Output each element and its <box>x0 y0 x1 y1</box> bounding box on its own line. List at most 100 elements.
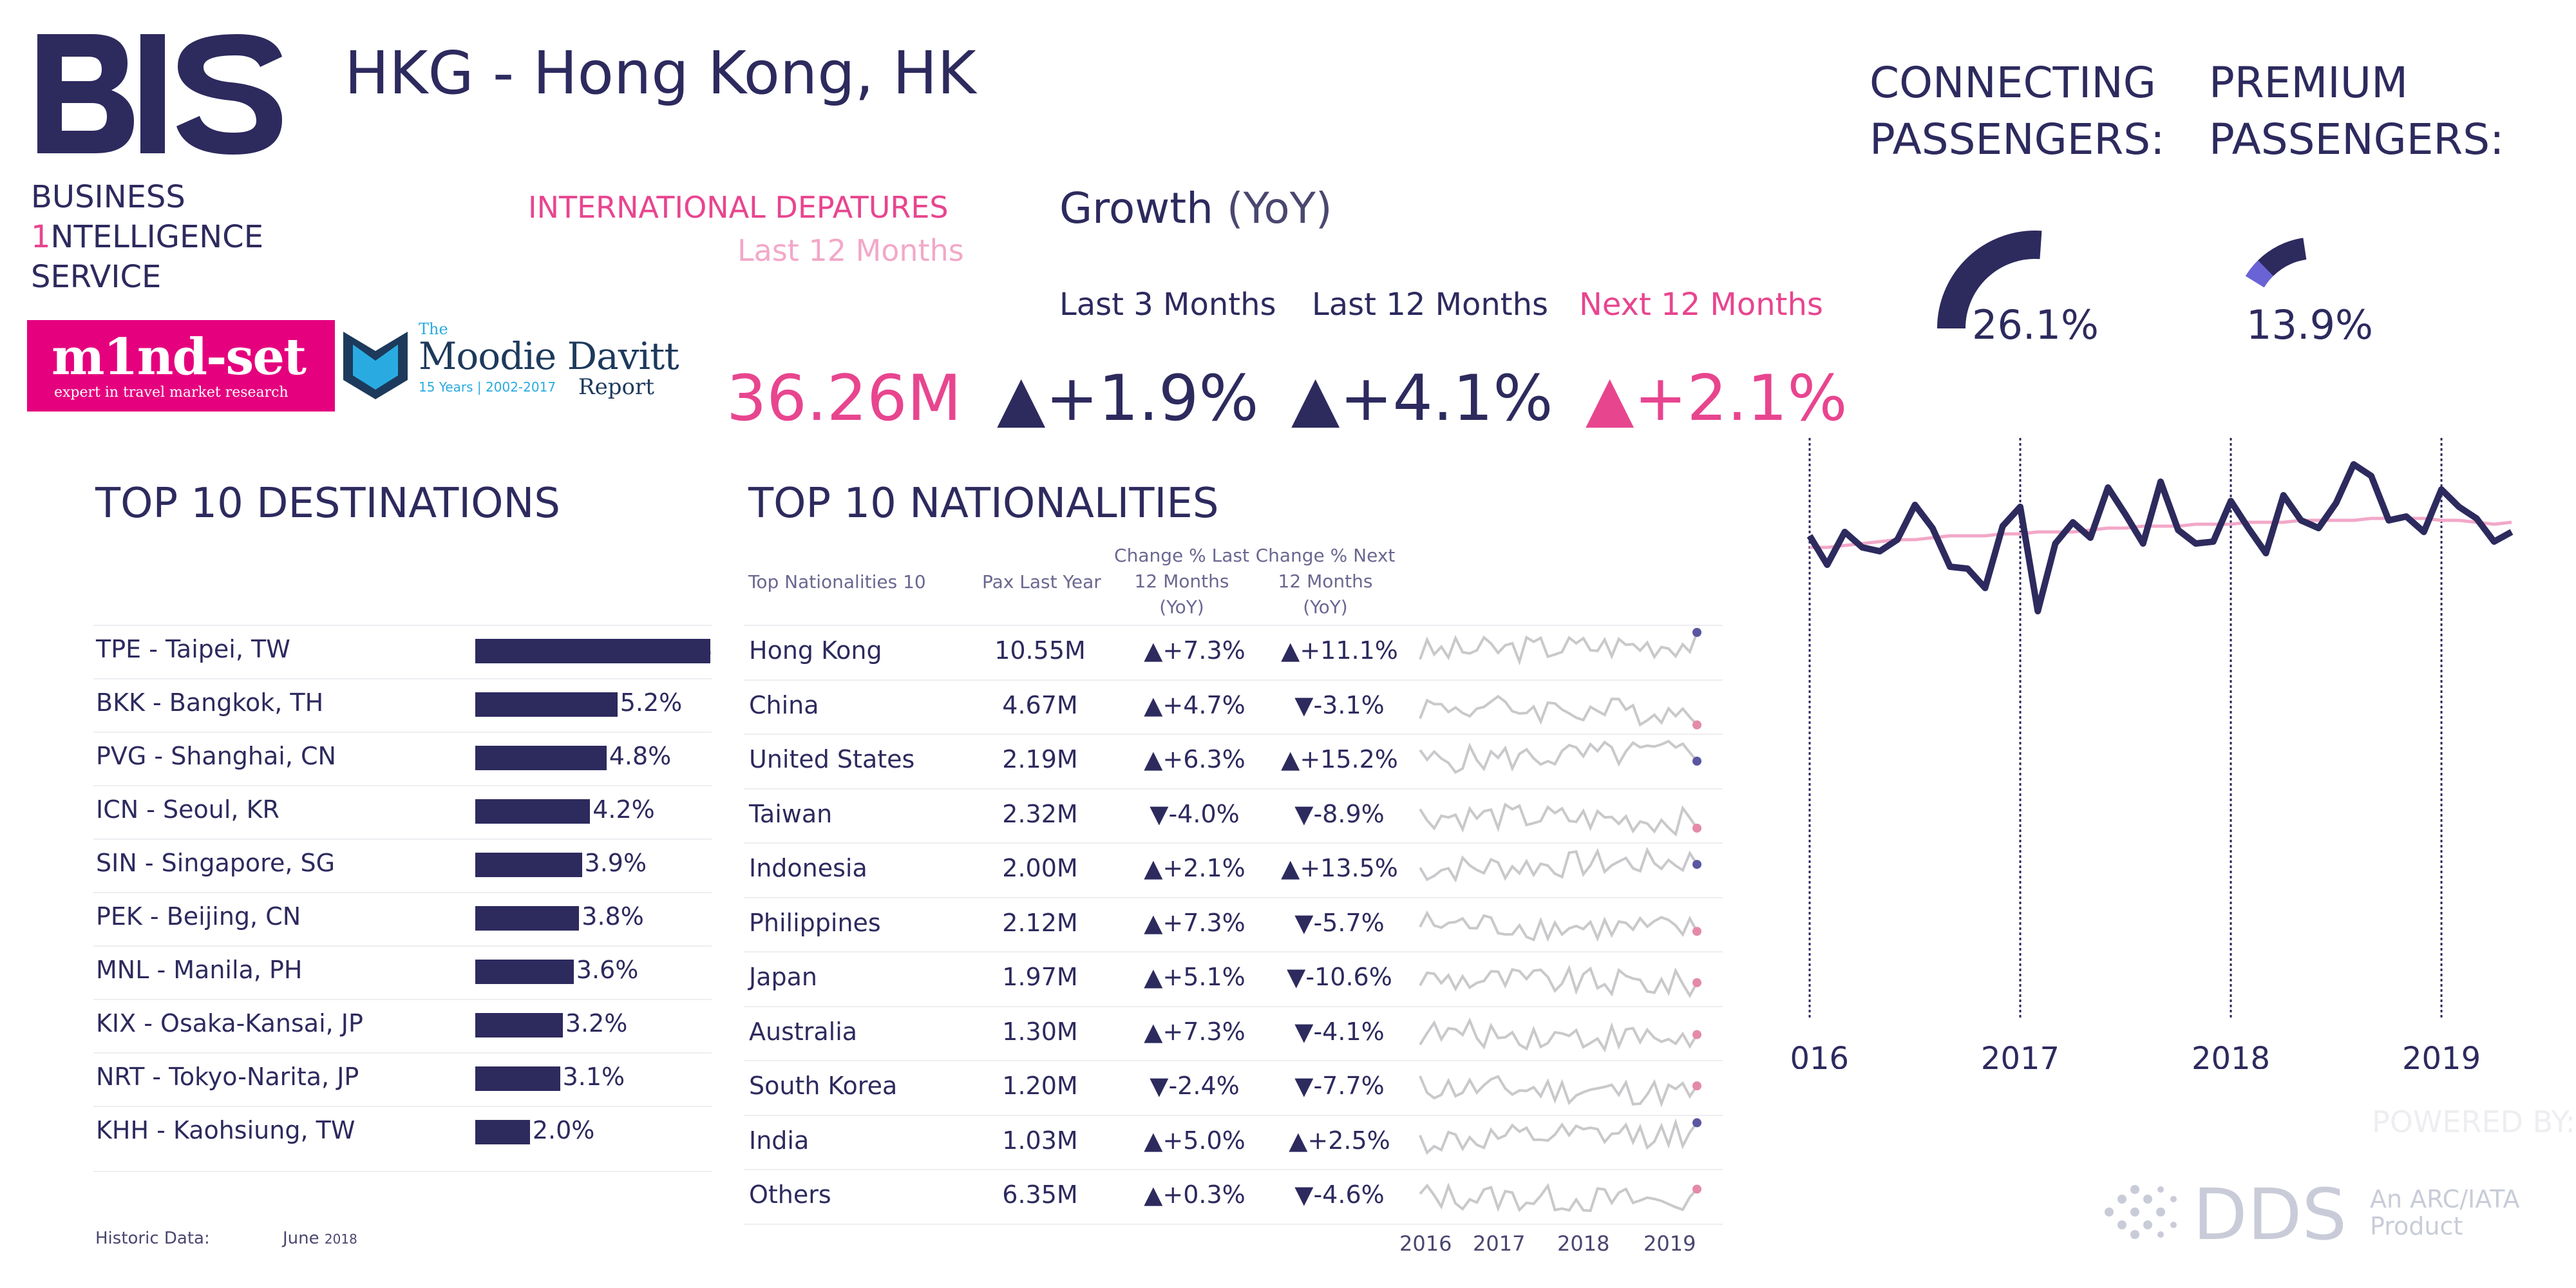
bis-logo-mark <box>37 34 282 155</box>
destination-bar <box>475 1120 530 1144</box>
nationality-sparkline <box>1419 628 1701 666</box>
row-divider <box>744 734 1723 735</box>
up-triangle-icon: ▲ <box>997 362 1046 435</box>
destination-value: 4.8% <box>609 742 672 770</box>
nationality-pax: 1.97M <box>1002 963 1078 991</box>
bis-wordmark: BUSINESS 1NTELLIGENCE SERVICE <box>31 177 263 297</box>
row-divider <box>744 1060 1723 1061</box>
sparkline-end-dot <box>1692 926 1701 936</box>
nationality-change-next: ▼-4.6% <box>1294 1180 1385 1209</box>
dds-text: DDS <box>2193 1173 2347 1256</box>
premium-gauge-arc-light <box>2245 260 2274 288</box>
nationality-change-last: ▲+5.0% <box>1144 1126 1245 1155</box>
destination-bar <box>475 960 574 984</box>
bis-line-1: BUSINESS <box>31 179 185 215</box>
nationality-name: South Korea <box>749 1072 898 1100</box>
row-divider <box>744 896 1723 898</box>
nationality-change-last: ▼-2.4% <box>1150 1072 1240 1100</box>
spark-year-3: 2019 <box>1643 1231 1696 1256</box>
sparkline-path <box>1419 1117 1698 1155</box>
nationality-pax: 2.19M <box>1002 745 1078 773</box>
moodie-davitt-logo: The Moodie Davitt 15 Years | 2002-2017 R… <box>340 320 679 412</box>
destination-bar <box>475 692 618 717</box>
up-triangle-icon: ▲ <box>1586 362 1634 435</box>
growth-value-next12-text: +2.1% <box>1634 362 1848 435</box>
premium-gauge <box>2245 238 2307 288</box>
historic-year: 2018 <box>324 1231 357 1247</box>
row-divider <box>93 838 712 840</box>
row-divider <box>744 842 1723 844</box>
dds-dots-icon <box>2105 1185 2177 1239</box>
row-divider <box>744 679 1723 681</box>
sparkline-path <box>1419 694 1698 726</box>
spark-year-1: 2017 <box>1473 1231 1526 1256</box>
nationality-change-next: ▲+15.2% <box>1281 745 1398 773</box>
destination-label: BKK - Bangkok, TH <box>96 688 324 717</box>
nationalities-table: Hong Kong 10.55M ▲+7.3% ▲+11.1% China 4.67M ▲+… <box>744 625 1723 1225</box>
destination-label: TPE - Taipei, TW <box>96 635 290 663</box>
row-divider <box>93 999 712 1000</box>
destination-bar <box>475 853 582 877</box>
sparkline-end-dot <box>1692 823 1701 833</box>
moodie-davitt-mark <box>343 332 408 399</box>
historic-data: Historic Data: June 2018 <box>95 1229 357 1248</box>
mindset-logo-text: m1nd-set <box>52 328 307 386</box>
nationality-change-last: ▲+4.7% <box>1144 690 1245 719</box>
sparkline-end-dot <box>1692 1117 1701 1127</box>
nationalities-title: TOP 10 NATIONALITIES <box>748 480 1219 527</box>
destination-value: 3.6% <box>576 956 639 984</box>
destinations-chart: TPE - Taipei, TW 8.6% BKK - Bangkok, TH 5.2… <box>93 625 712 1172</box>
destination-bar <box>475 799 591 824</box>
historic-month: June <box>283 1229 319 1248</box>
sparkline-path <box>1419 910 1698 942</box>
row-divider <box>744 1223 1723 1225</box>
growth-value-last3-text: +1.9% <box>1045 362 1259 435</box>
row-divider <box>744 788 1723 790</box>
premium-title-a: PREMIUM <box>2209 58 2409 108</box>
x-tick-label: 2018 <box>2192 1041 2270 1069</box>
nationality-pax: 1.03M <box>1002 1126 1078 1155</box>
connecting-title-a: CONNECTING <box>1870 58 2156 108</box>
premium-title: PREMIUM PASSENGERS: <box>2209 55 2504 168</box>
connecting-value: 26.1% <box>1972 301 2099 348</box>
historic-label: Historic Data: <box>95 1229 210 1248</box>
destination-value: 3.8% <box>582 902 644 931</box>
moodie-the: The <box>419 320 448 338</box>
nationality-change-next: ▼-5.7% <box>1294 908 1385 937</box>
sparkline-end-dot <box>1692 628 1701 637</box>
connecting-title: CONNECTING PASSENGERS: <box>1870 55 2164 168</box>
nationality-change-last: ▲+2.1% <box>1144 854 1245 882</box>
premium-title-b: PASSENGERS: <box>2209 115 2505 164</box>
sparkline-end-dot <box>1692 756 1701 766</box>
growth-label-last12: Last 12 Months <box>1312 287 1549 323</box>
destination-bar <box>475 1013 563 1037</box>
nationality-change-next: ▼-7.7% <box>1294 1072 1385 1100</box>
nationality-pax: 2.00M <box>1002 854 1078 882</box>
destination-bar <box>475 906 580 931</box>
nationality-name: Indonesia <box>749 854 867 882</box>
row-divider <box>93 1052 712 1054</box>
dds-sub-b: Product <box>2370 1212 2463 1240</box>
row-divider <box>744 1005 1723 1007</box>
nationality-pax: 6.35M <box>1002 1180 1078 1209</box>
sparkline-end-dot <box>1692 1081 1701 1091</box>
departures-value: 36.26M <box>726 362 962 435</box>
x-tick-label: 2019 <box>2402 1041 2481 1069</box>
nationality-sparkline <box>1419 1182 1701 1213</box>
nationality-sparkline <box>1419 1017 1701 1052</box>
sparkline-path <box>1419 847 1698 883</box>
nationality-change-next: ▼-4.1% <box>1294 1017 1385 1046</box>
sparkline-path <box>1419 802 1698 837</box>
growth-value-last12: ▲+4.1% <box>1291 362 1553 435</box>
premium-gauge-arc <box>2258 238 2307 277</box>
destination-value: 2.0% <box>532 1116 595 1144</box>
spark-year-2: 2018 <box>1557 1231 1610 1256</box>
nat-header-pax: Pax Last Year <box>982 571 1101 592</box>
row-divider <box>93 1171 712 1172</box>
page-title: HKG - Hong Kong, HK <box>345 39 976 108</box>
nationality-sparkline <box>1419 847 1701 883</box>
nationality-change-next: ▼-10.6% <box>1287 963 1392 991</box>
departures-series-line <box>1806 461 2514 614</box>
destination-value: 8.6% <box>650 635 712 663</box>
growth-title-suffix: (YoY) <box>1226 184 1332 233</box>
